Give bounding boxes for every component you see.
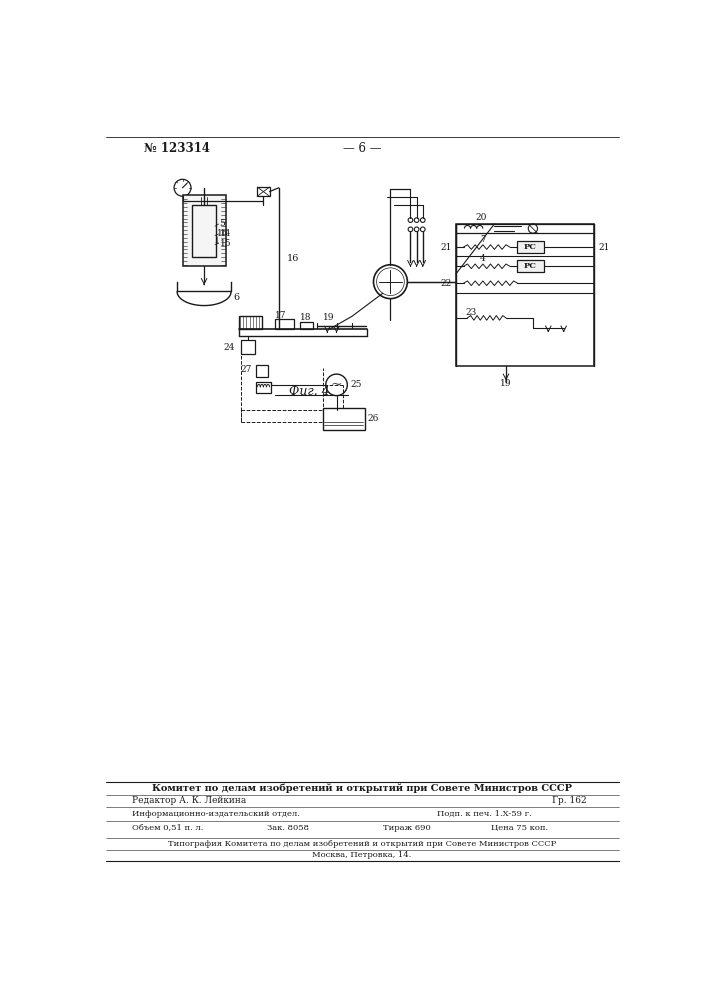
Bar	[518, 241, 544, 253]
Text: 26: 26	[368, 414, 379, 423]
Text: Комитет по делам изобретений и открытий при Совете Министров СССР: Комитет по делам изобретений и открытий …	[152, 784, 572, 793]
Bar	[300, 322, 313, 329]
Text: 23: 23	[466, 308, 477, 317]
Text: Фиг. 4: Фиг. 4	[289, 385, 330, 398]
Text: 24: 24	[223, 343, 235, 352]
Text: Цена 75 коп.: Цена 75 коп.	[491, 824, 548, 832]
Text: Редактор А. К. Лейкина: Редактор А. К. Лейкина	[132, 796, 247, 805]
Text: 27: 27	[240, 365, 252, 374]
Bar	[241, 340, 255, 354]
Bar	[456, 224, 595, 366]
Bar	[322, 408, 365, 430]
Text: 19: 19	[323, 313, 334, 322]
Bar	[256, 365, 268, 377]
Bar	[239, 316, 262, 329]
Text: 17: 17	[275, 311, 286, 320]
Text: 25: 25	[351, 380, 362, 389]
Text: Тираж 690: Тираж 690	[382, 824, 431, 832]
Bar	[518, 260, 544, 272]
Text: Зак. 8058: Зак. 8058	[267, 824, 309, 832]
Text: — 6 —: — 6 —	[343, 142, 381, 155]
Text: Объем 0,51 п. л.: Объем 0,51 п. л.	[132, 824, 204, 832]
Text: Подп. к печ. 1.X-59 г.: Подп. к печ. 1.X-59 г.	[437, 810, 531, 818]
Text: PC: PC	[524, 243, 537, 251]
Bar	[257, 187, 269, 196]
Text: 22: 22	[440, 279, 452, 288]
Text: 16: 16	[217, 229, 228, 238]
Text: Типография Комитета по делам изобретений и открытий при Совете Министров СССР: Типография Комитета по делам изобретений…	[168, 840, 556, 848]
Text: 6: 6	[233, 293, 240, 302]
Text: 15: 15	[219, 239, 231, 248]
Text: 20: 20	[475, 213, 486, 222]
Text: 19: 19	[500, 379, 512, 388]
Text: PC: PC	[524, 262, 537, 270]
Text: 5: 5	[219, 219, 226, 228]
Text: 16: 16	[286, 254, 299, 263]
Text: Информационно-издательский отдел.: Информационно-издательский отдел.	[132, 810, 300, 818]
Bar	[182, 195, 226, 266]
Text: ~: ~	[331, 378, 342, 392]
Bar	[256, 382, 271, 393]
Text: № 123314: № 123314	[144, 142, 210, 155]
Text: 14: 14	[219, 229, 231, 238]
Text: Москва, Петровка, 14.: Москва, Петровка, 14.	[312, 851, 411, 859]
Text: 21: 21	[440, 243, 452, 252]
Bar	[275, 319, 294, 329]
Text: ↓: ↓	[213, 236, 221, 245]
Text: Гр. 162: Гр. 162	[552, 796, 587, 805]
Bar	[192, 205, 216, 257]
Text: 4: 4	[480, 254, 486, 263]
Text: 18: 18	[300, 313, 311, 322]
Text: 7: 7	[480, 235, 486, 244]
Text: 21: 21	[598, 243, 609, 252]
